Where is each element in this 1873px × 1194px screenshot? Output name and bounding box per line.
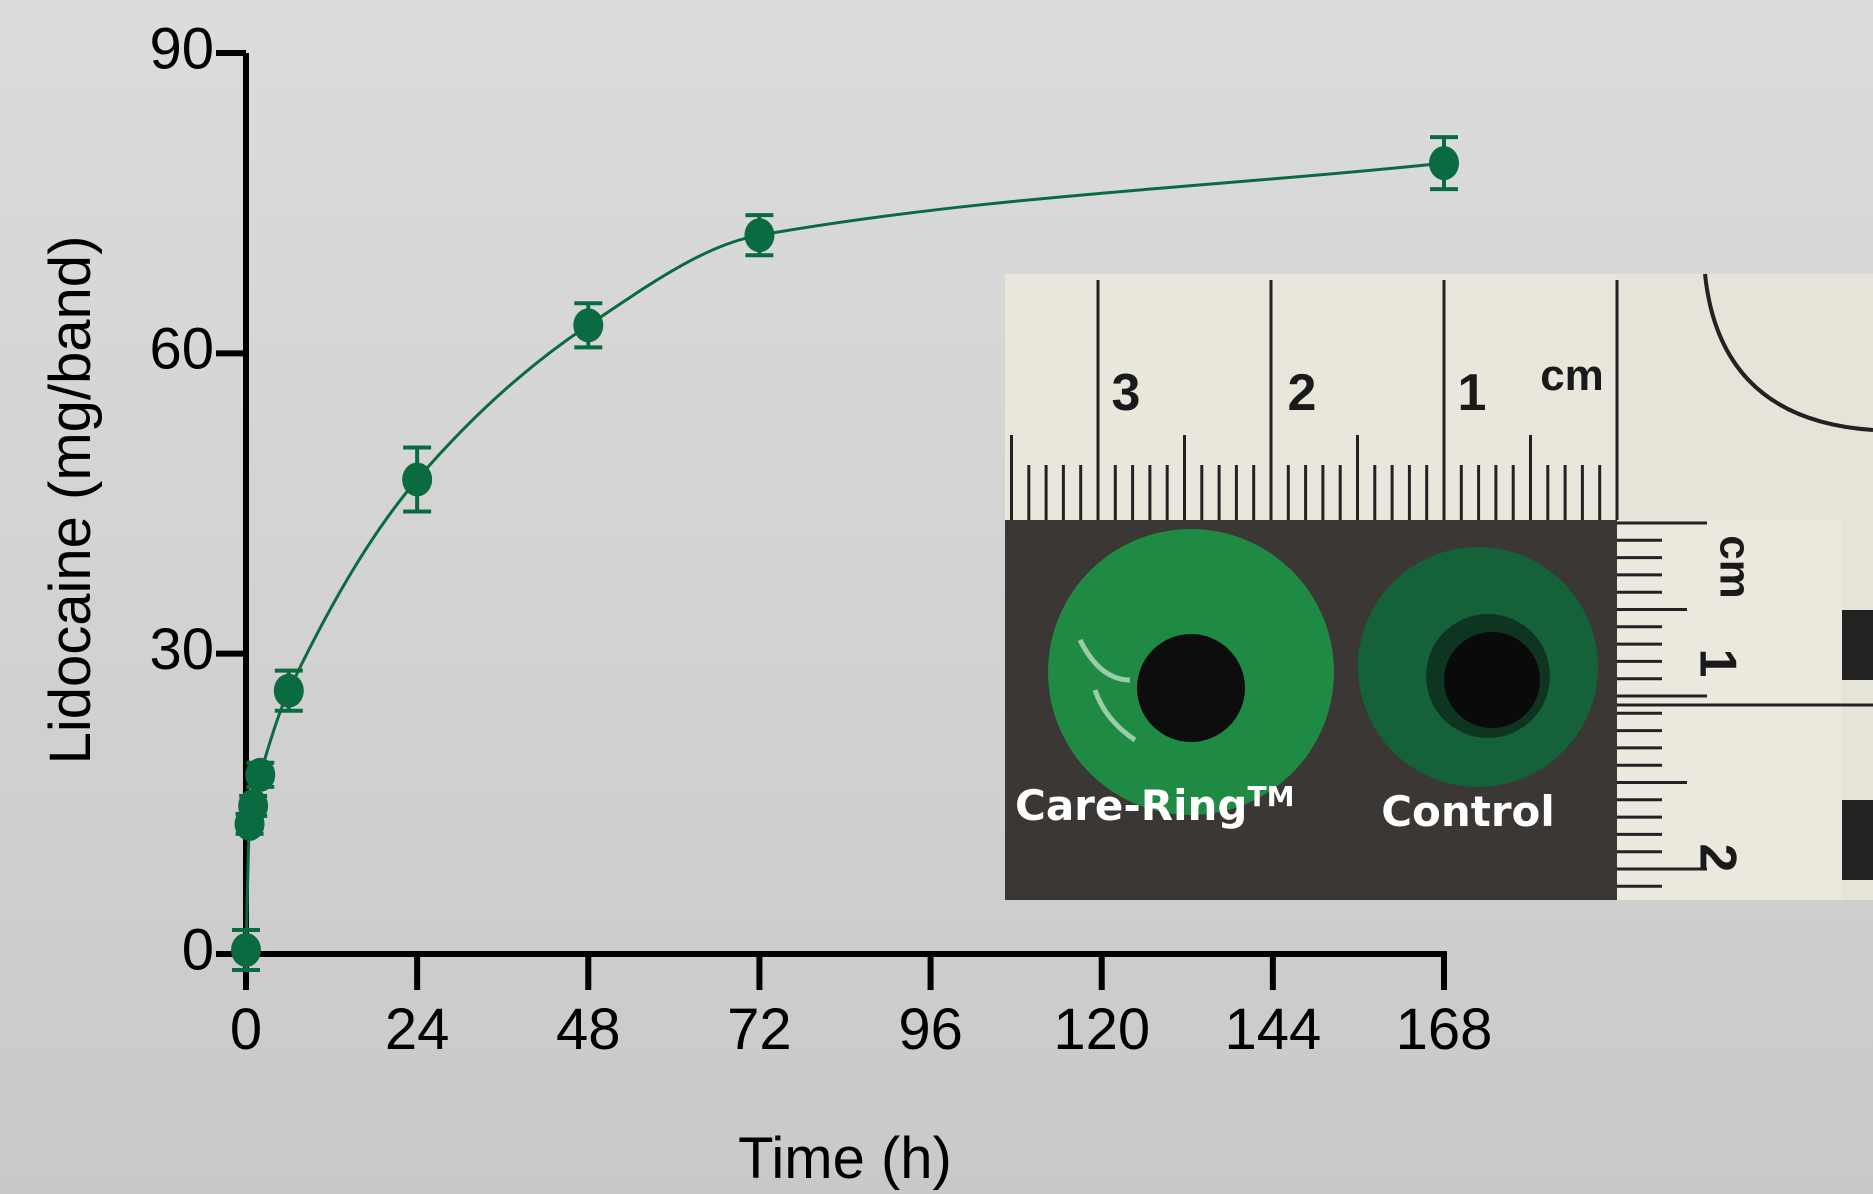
- photo-label: Control: [1381, 787, 1555, 836]
- x-tick-label: 120: [1053, 997, 1150, 1062]
- data-point: [238, 789, 268, 823]
- x-tick-label: 96: [898, 997, 963, 1062]
- data-point: [744, 218, 774, 252]
- y-tick-label: 90: [149, 16, 214, 81]
- ruler-label: 1: [1458, 364, 1487, 422]
- chart: 3 2 1 cm cm 1 2 Care-RingTM Control 0 30 60 90 0 24 48…: [0, 0, 1873, 1194]
- y-axis-label: Lidocaine (mg/band): [38, 236, 103, 765]
- x-tick-label: 144: [1224, 997, 1321, 1062]
- x-tick-label: 48: [556, 997, 621, 1062]
- data-point: [573, 308, 603, 342]
- x-axis-label: Time (h): [738, 1126, 952, 1191]
- x-tick-label: 24: [385, 997, 450, 1062]
- y-tick-label: 60: [149, 317, 214, 382]
- photo-label-text: Care-Ring: [1015, 781, 1248, 830]
- ruler-label: cm: [1710, 535, 1759, 599]
- data-point: [231, 933, 261, 967]
- ruler-label: 3: [1112, 364, 1141, 422]
- photo-label-trademark: TM: [1248, 780, 1295, 813]
- data-point: [274, 674, 304, 708]
- x-tick-label: 72: [727, 997, 792, 1062]
- ruler-label: 1: [1688, 649, 1746, 678]
- page: 3 2 1 cm cm 1 2 Care-RingTM Control 0 30 60 90 0 24 48…: [0, 0, 1873, 1194]
- data-point: [402, 462, 432, 496]
- y-tick-label: 0: [182, 917, 214, 982]
- data-point: [1429, 146, 1459, 180]
- y-tick-label: 30: [149, 617, 214, 682]
- data-point: [245, 758, 275, 792]
- x-tick-label: 0: [230, 997, 262, 1062]
- ruler-label: 2: [1288, 364, 1317, 422]
- x-tick-label: 168: [1396, 997, 1493, 1062]
- ruler-label: 2: [1688, 844, 1746, 873]
- ruler-label: cm: [1540, 351, 1604, 400]
